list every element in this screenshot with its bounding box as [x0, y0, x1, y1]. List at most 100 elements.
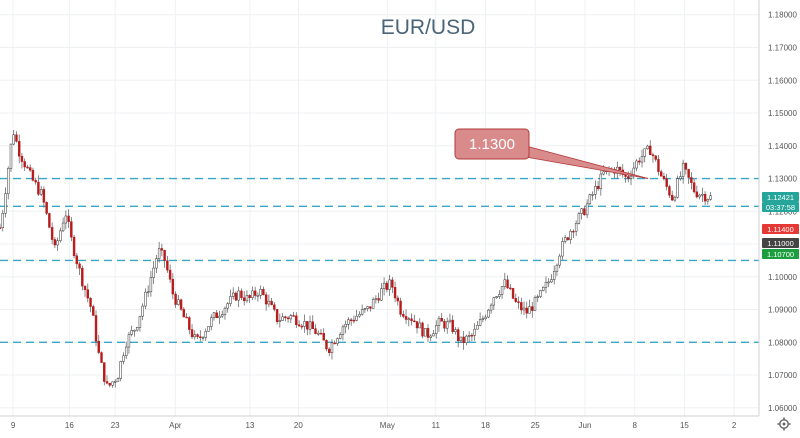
- candle-body: [687, 169, 690, 178]
- candle-body: [0, 227, 2, 229]
- candle-body: [311, 321, 314, 329]
- candle-body: [166, 260, 169, 271]
- price-badge-label: 03:37:58: [766, 203, 795, 212]
- candle-body: [319, 332, 323, 335]
- candle-body: [1, 212, 4, 229]
- y-tick-label: 1.09000: [768, 306, 797, 315]
- candle-body: [72, 236, 76, 256]
- candle-body: [402, 314, 405, 317]
- candle-body: [561, 241, 564, 257]
- candle-body: [259, 289, 262, 296]
- candle-body: [487, 309, 490, 318]
- candle-body: [547, 281, 550, 284]
- price-badge: 1.11000: [762, 238, 799, 248]
- candle-body: [599, 173, 603, 190]
- candle-body: [20, 155, 24, 162]
- candle-body: [163, 250, 166, 261]
- candle-body: [665, 178, 668, 187]
- candle-body: [284, 316, 287, 319]
- candle-body: [668, 186, 671, 196]
- candle-body: [221, 314, 224, 317]
- candle-body: [374, 298, 378, 300]
- candle-body: [520, 302, 523, 311]
- candle-body: [204, 331, 207, 338]
- candle-body: [248, 295, 251, 299]
- candle-body: [679, 176, 682, 179]
- candle-body: [190, 329, 194, 338]
- candle-body: [371, 299, 375, 309]
- candle-body: [522, 307, 526, 311]
- candle-body: [144, 291, 147, 307]
- candle-body: [177, 299, 180, 305]
- candle-body: [651, 154, 655, 157]
- candle-body: [135, 327, 139, 331]
- price-badge-bg: [762, 224, 799, 234]
- candle-body: [4, 193, 7, 214]
- candle-body: [349, 319, 353, 322]
- candle-body: [325, 339, 328, 350]
- candle-body: [418, 322, 421, 329]
- candle-body: [141, 305, 144, 317]
- candle-body: [363, 308, 367, 310]
- candle-body: [317, 332, 320, 335]
- candle-body: [580, 208, 583, 214]
- price-badge: 03:37:58: [762, 202, 799, 212]
- price-badge-label: 1.12421: [767, 193, 794, 202]
- y-tick-label: 1.15000: [768, 109, 797, 118]
- candle-body: [160, 248, 164, 251]
- candle-body: [333, 342, 336, 345]
- candle-body: [78, 263, 81, 269]
- candle-body: [303, 321, 306, 327]
- x-tick-label: 18: [481, 421, 490, 430]
- candle-body: [105, 381, 109, 384]
- candle-body: [588, 194, 592, 205]
- y-tick-label: 1.08000: [768, 338, 797, 347]
- candle-body: [229, 296, 232, 304]
- candles: [0, 129, 712, 388]
- price-badge-bg: [762, 238, 799, 248]
- candle-body: [585, 203, 589, 216]
- candle-body: [15, 134, 18, 142]
- x-tick-label: 8: [632, 421, 637, 430]
- y-tick-label: 1.17000: [768, 43, 797, 52]
- price-badge-bg: [762, 202, 799, 212]
- candle-body: [429, 335, 432, 338]
- candle-body: [432, 333, 435, 337]
- candle-body: [640, 156, 644, 163]
- candle-body: [108, 382, 111, 386]
- candle-body: [415, 321, 419, 329]
- candle-body: [37, 181, 40, 195]
- candle-body: [676, 178, 679, 198]
- candle-body: [424, 328, 427, 337]
- candle-body: [70, 221, 73, 238]
- candle-body: [602, 171, 605, 175]
- candle-body: [328, 348, 331, 353]
- settings-gear-icon[interactable]: [777, 417, 791, 431]
- candle-body: [673, 196, 677, 201]
- candle-body: [473, 328, 476, 336]
- candle-body: [563, 237, 567, 242]
- candle-body: [336, 338, 339, 344]
- candle-body: [443, 321, 446, 329]
- candle-body: [278, 320, 282, 322]
- x-tick-label: 15: [680, 421, 689, 430]
- y-tick-label: 1.06000: [768, 404, 797, 413]
- candle-body: [396, 297, 400, 302]
- candle-body: [413, 320, 416, 323]
- candle-body: [517, 301, 520, 303]
- candle-body: [182, 309, 186, 318]
- candle-body: [39, 189, 43, 195]
- candle-body: [550, 279, 553, 283]
- candle-body: [659, 171, 663, 177]
- y-tick-label: 1.16000: [768, 76, 797, 85]
- candle-body: [26, 166, 29, 169]
- candle-body: [295, 315, 298, 325]
- candle-body: [292, 315, 295, 317]
- candle-body: [555, 264, 559, 272]
- candle-body: [119, 361, 122, 379]
- y-tick-label: 1.07000: [768, 371, 797, 380]
- candle-body: [382, 282, 386, 289]
- candle-body: [86, 289, 90, 299]
- candle-body: [591, 194, 594, 196]
